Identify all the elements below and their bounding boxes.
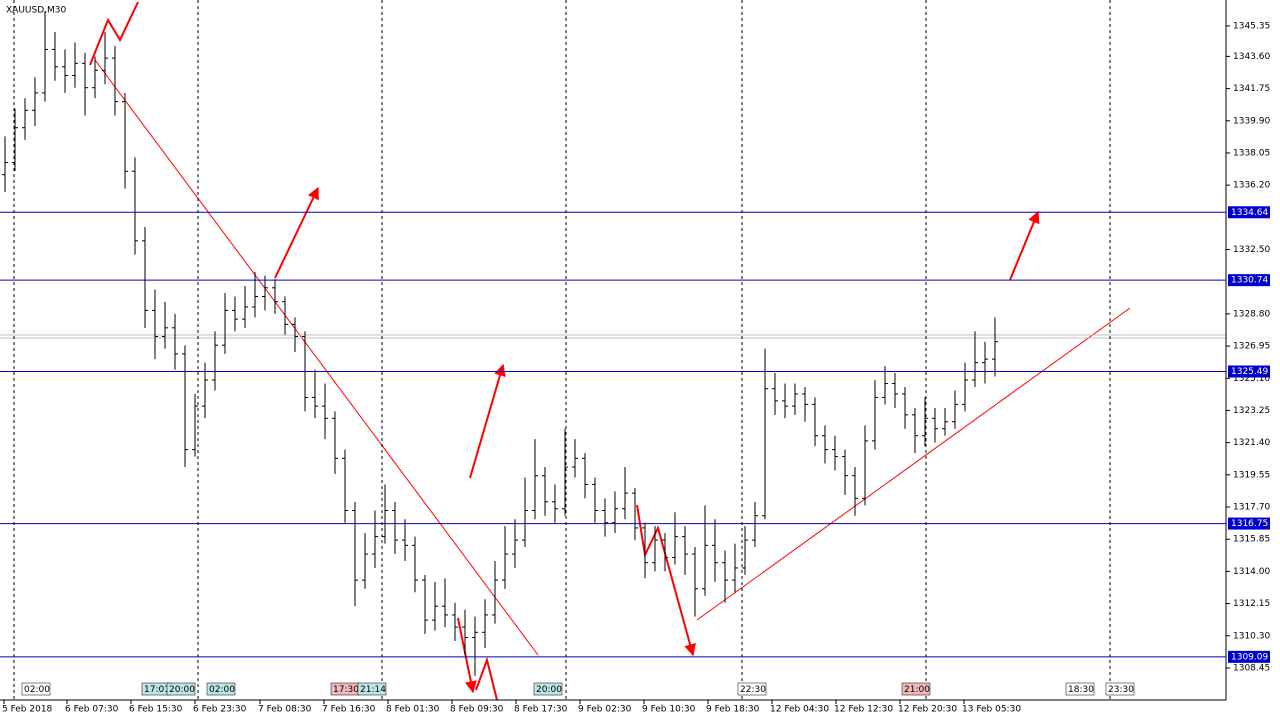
x-tick-label: 12 Feb 20:30 bbox=[898, 705, 957, 715]
x-tick-label: 12 Feb 04:30 bbox=[770, 705, 829, 715]
level-label-box bbox=[1228, 274, 1270, 287]
y-tick-label: 1332.50 bbox=[1233, 245, 1270, 255]
y-tick-label: 1326.95 bbox=[1233, 342, 1270, 352]
time-marker-box bbox=[1105, 682, 1135, 696]
time-marker-box bbox=[166, 682, 196, 696]
time-marker-box bbox=[737, 682, 767, 696]
time-marker-box bbox=[1065, 682, 1095, 696]
time-marker: 02:00 bbox=[209, 685, 235, 695]
time-marker: 18:30 bbox=[1068, 685, 1094, 695]
chart-title: XAUUSD,M30 bbox=[6, 6, 66, 16]
time-marker-box bbox=[533, 682, 563, 696]
y-tick-label: 1339.90 bbox=[1233, 116, 1270, 126]
x-tick-label: 7 Feb 16:30 bbox=[322, 705, 376, 715]
annotations bbox=[89, 1, 1131, 701]
x-tick-label: 9 Feb 02:30 bbox=[578, 705, 632, 715]
x-tick-label: 8 Feb 17:30 bbox=[514, 705, 568, 715]
time-marker-box bbox=[206, 682, 236, 696]
trend-line bbox=[94, 59, 539, 656]
level-label: 1316.75 bbox=[1231, 519, 1268, 529]
level-label: 1325.49 bbox=[1231, 367, 1268, 377]
x-tick-label: 8 Feb 01:30 bbox=[386, 705, 440, 715]
arrow bbox=[274, 186, 319, 279]
zigzag bbox=[636, 504, 696, 657]
x-tick-label: 5 Feb 2018 bbox=[2, 705, 53, 715]
y-tick-label: 1338.05 bbox=[1233, 148, 1270, 158]
y-tick-label: 1341.75 bbox=[1233, 84, 1270, 94]
time-marker: 22:30 bbox=[740, 685, 766, 695]
arrow bbox=[457, 617, 477, 694]
trend-line bbox=[696, 307, 1131, 621]
y-tick-label: 1345.35 bbox=[1233, 21, 1270, 31]
x-tick-label: 6 Feb 23:30 bbox=[193, 705, 247, 715]
y-tick-label: 1323.25 bbox=[1233, 406, 1270, 416]
time-marker-box bbox=[21, 682, 51, 696]
time-marker: 21:00 bbox=[904, 685, 930, 695]
arrow bbox=[1009, 210, 1040, 281]
y-tick-label: 1321.40 bbox=[1233, 438, 1270, 448]
y-tick-label: 1319.55 bbox=[1233, 470, 1270, 480]
y-tick-label: 1317.70 bbox=[1233, 503, 1270, 513]
x-tick-label: 12 Feb 12:30 bbox=[834, 705, 893, 715]
arrow bbox=[469, 363, 506, 479]
level-label: 1309.09 bbox=[1231, 652, 1268, 662]
x-tick-label: 6 Feb 07:30 bbox=[65, 705, 119, 715]
y-tick-label: 1315.85 bbox=[1233, 535, 1270, 545]
level-label: 1334.64 bbox=[1231, 208, 1268, 218]
y-tick-label: 1310.30 bbox=[1233, 631, 1270, 641]
zigzag bbox=[89, 1, 139, 66]
level-label-box bbox=[1228, 365, 1270, 378]
x-tick-label: 7 Feb 08:30 bbox=[258, 705, 312, 715]
y-tick-label: 1325.10 bbox=[1233, 374, 1270, 384]
x-tick-label: 9 Feb 18:30 bbox=[706, 705, 760, 715]
zigzag bbox=[475, 656, 498, 701]
level-label-box bbox=[1228, 517, 1270, 530]
y-tick-label: 1328.80 bbox=[1233, 309, 1270, 319]
level-label-box bbox=[1228, 206, 1270, 219]
x-tick-label: 6 Feb 15:30 bbox=[129, 705, 183, 715]
time-marker: 17:01 bbox=[144, 685, 170, 695]
time-marker: 20:00 bbox=[169, 685, 195, 695]
time-marker-box bbox=[901, 682, 931, 696]
y-tick-label: 1312.15 bbox=[1233, 599, 1270, 609]
level-label-box bbox=[1228, 650, 1270, 663]
time-marker: 21:14 bbox=[360, 685, 386, 695]
time-marker: 23:30 bbox=[1108, 685, 1134, 695]
time-marker: 17:30 bbox=[333, 685, 359, 695]
time-marker: 02:00 bbox=[24, 685, 50, 695]
time-marker-box bbox=[357, 682, 387, 696]
time-marker: 20:00 bbox=[536, 685, 562, 695]
level-label: 1330.74 bbox=[1231, 276, 1268, 286]
y-tick-label: 1343.60 bbox=[1233, 52, 1270, 62]
x-tick-label: 9 Feb 10:30 bbox=[642, 705, 696, 715]
x-tick-label: 13 Feb 05:30 bbox=[962, 705, 1021, 715]
y-tick-label: 1308.45 bbox=[1233, 663, 1270, 673]
x-tick-label: 8 Feb 09:30 bbox=[450, 705, 504, 715]
y-tick-label: 1314.00 bbox=[1233, 567, 1270, 577]
y-tick-label: 1336.20 bbox=[1233, 181, 1270, 191]
